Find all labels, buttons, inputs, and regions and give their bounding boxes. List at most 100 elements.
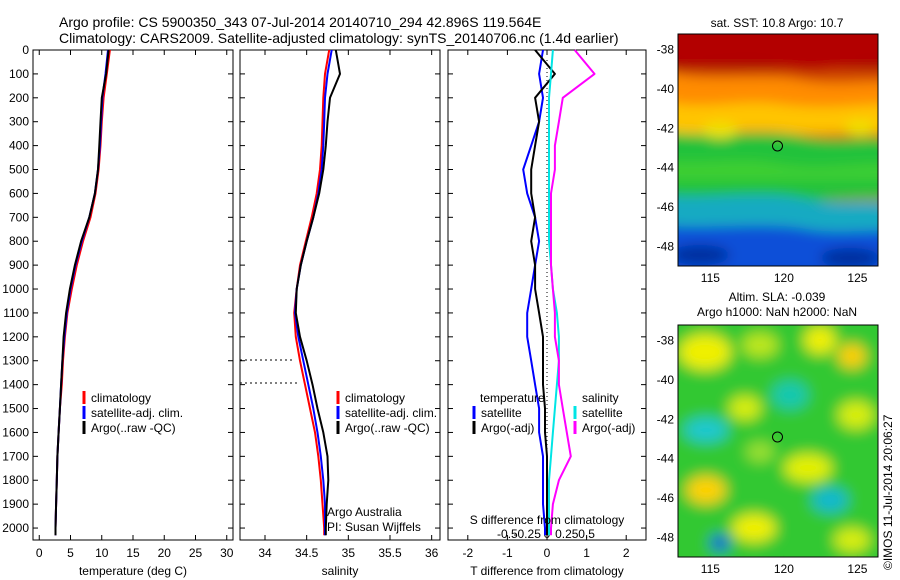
top-tick-label: -0.25: [514, 527, 542, 541]
y-tick-label: 1300: [2, 354, 29, 368]
salinity-legend: climatology satellite-adj. clim. Argo(..…: [336, 391, 437, 435]
y-tick-label: 1900: [2, 497, 29, 511]
map-y-tick-label: -42: [657, 412, 675, 426]
salinity-annotation-line1: Argo Australia: [327, 505, 402, 519]
difference-top-xlabel: S difference from climatology: [470, 513, 625, 527]
legend-title-salinity: salinity: [582, 391, 619, 405]
x-tick-label: 5: [67, 546, 74, 560]
salinity-axes: [239, 49, 441, 541]
map-y-tick-label: -44: [657, 161, 675, 175]
map-y-tick-label: -48: [657, 530, 675, 544]
header-line1: Argo profile: CS 5900350_343 07-Jul-2014…: [59, 14, 541, 30]
difference-legend: temperature satellite Argo(-adj) salinit…: [472, 391, 635, 435]
x-tick-label: 35: [342, 546, 356, 560]
header-line2: Climatology: CARS2009. Satellite-adjuste…: [59, 30, 619, 46]
legend-label-s-argo: Argo(-adj): [582, 421, 635, 435]
x-tick-label: 35.5: [378, 546, 402, 560]
y-tick-label: 1500: [2, 402, 29, 416]
map-y-tick-label: -42: [657, 121, 675, 135]
sst-map-frame: [677, 33, 879, 267]
map-y-tick-label: -46: [657, 200, 675, 214]
sla-map-field: [678, 325, 878, 557]
x-tick-label: 34.5: [295, 546, 319, 560]
y-tick-label: 700: [9, 210, 29, 224]
temperature-xlabel: temperature (deg C): [79, 564, 187, 578]
x-tick-label: 20: [158, 546, 172, 560]
sst-map-field: [678, 34, 878, 266]
salinity-annotation-line2: PI: Susan Wijffels: [327, 520, 421, 534]
legend-label-climatology: climatology: [91, 391, 151, 405]
y-tick-label: 1000: [2, 282, 29, 296]
temperature-legend: climatology satellite-adj. clim. Argo(..…: [82, 391, 183, 435]
x-tick-label: 30: [220, 546, 234, 560]
temperature-axes: [32, 49, 234, 541]
map-y-tick-label: -38: [657, 334, 675, 348]
map-x-tick-label: 125: [847, 562, 867, 576]
legend-title-temperature: temperature: [480, 391, 545, 405]
top-tick-label: -0.5: [497, 527, 518, 541]
top-tick-label: 0.25: [555, 527, 579, 541]
y-tick-label: 600: [9, 186, 29, 200]
y-tick-label: 1400: [2, 378, 29, 392]
y-tick-label: 1100: [3, 306, 29, 320]
map-y-tick-label: -38: [657, 43, 675, 57]
y-tick-label: 0: [22, 43, 29, 57]
x-tick-label: 0: [544, 546, 551, 560]
y-tick-label: 400: [9, 139, 29, 153]
x-tick-label: 10: [95, 546, 109, 560]
legend-label-s-satellite: satellite: [582, 406, 623, 420]
top-tick-label: 0.5: [578, 527, 595, 541]
sla-float-location: [772, 431, 783, 443]
y-tick-label: 2000: [2, 521, 29, 535]
y-tick-label: 900: [9, 258, 29, 272]
sla-map-frame: [677, 324, 879, 558]
x-tick-label: 2: [623, 546, 630, 560]
s-argo-diff-line: [550, 49, 596, 536]
map-y-tick-label: -40: [657, 82, 675, 96]
x-tick-label: 1: [583, 546, 590, 560]
sst-map-title: sat. SST: 10.8 Argo: 10.7: [711, 16, 844, 30]
map-x-tick-label: 120: [774, 562, 794, 576]
x-tick-label: 36: [425, 546, 439, 560]
y-tick-label: 1200: [2, 330, 29, 344]
map-y-tick-label: -48: [657, 239, 675, 253]
x-tick-label: -2: [462, 546, 473, 560]
sla-map-subtitle: Argo h1000: NaN h2000: NaN: [697, 305, 857, 319]
legend-label-climatology: climatology: [345, 391, 405, 405]
legend-label-argo: Argo(..raw -QC): [91, 421, 176, 435]
footer-timestamp: ©IMOS 11-Jul-2014 20:06:27: [881, 414, 895, 570]
profile-line-argo: [294, 49, 341, 536]
legend-label-t-argo: Argo(-adj): [481, 421, 534, 435]
legend-label-satellite: satellite-adj. clim.: [345, 406, 437, 420]
salinity-xlabel: salinity: [322, 564, 359, 578]
y-tick-label: 300: [9, 115, 29, 129]
sst-float-location: [772, 140, 783, 152]
x-tick-label: 25: [189, 546, 203, 560]
x-tick-label: 15: [126, 546, 140, 560]
x-tick-label: 0: [36, 546, 43, 560]
legend-label-satellite: satellite-adj. clim.: [91, 406, 183, 420]
map-y-tick-label: -44: [657, 452, 675, 466]
y-tick-label: 100: [9, 67, 29, 81]
legend-label-argo: Argo(..raw -QC): [345, 421, 430, 435]
map-y-tick-label: -40: [657, 373, 675, 387]
x-tick-label: -1: [502, 546, 513, 560]
map-y-tick-label: -46: [657, 491, 675, 505]
x-tick-label: 34: [258, 546, 272, 560]
legend-label-t-satellite: satellite: [481, 406, 522, 420]
y-tick-label: 500: [9, 163, 29, 177]
y-tick-label: 800: [9, 234, 29, 248]
map-x-tick-label: 115: [701, 271, 720, 285]
profile-line-argo: [54, 49, 110, 536]
y-tick-label: 1800: [2, 473, 29, 487]
y-tick-label: 1600: [2, 425, 29, 439]
t-satellite-diff-line: [522, 49, 546, 536]
map-x-tick-label: 120: [774, 271, 794, 285]
y-tick-label: 200: [9, 91, 29, 105]
map-x-tick-label: 125: [847, 271, 867, 285]
difference-xlabel: T difference from climatology: [470, 564, 624, 578]
map-x-tick-label: 115: [701, 562, 720, 576]
sla-map-title: Altim. SLA: -0.039: [729, 290, 826, 304]
y-tick-label: 1700: [2, 449, 29, 463]
